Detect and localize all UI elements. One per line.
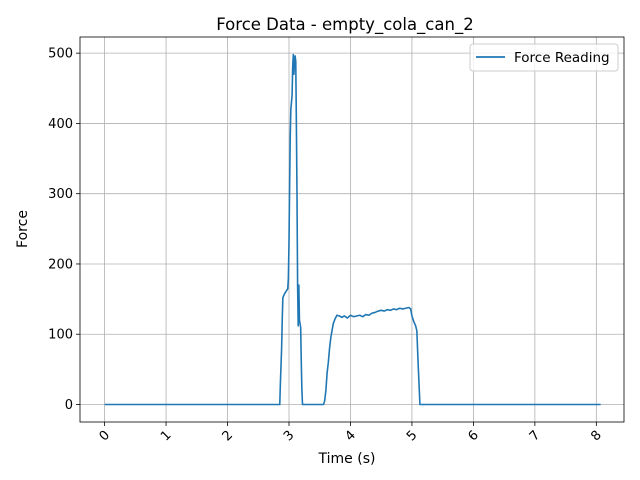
y-tick-label: 400 [48,117,73,132]
y-tick-label: 200 [48,257,73,272]
grid-lines [80,37,624,422]
series-layer [104,53,601,406]
force-reading-line [104,53,601,406]
y-tick-label: 0 [65,398,73,413]
chart-title: Force Data - empty_cola_can_2 [216,15,473,35]
y-axis-ticks: 0 100 200 300 400 500 [48,47,80,413]
legend-box [469,43,619,72]
y-axis-label: Force [15,210,31,248]
legend-label: Force Reading [514,50,610,66]
y-tick-label: 300 [48,187,73,202]
legend: Force Reading [469,43,619,72]
x-axis-label: Time (s) [318,451,376,467]
y-tick-label: 500 [48,47,73,62]
y-tick-label: 100 [48,328,73,343]
plot-area-frame [79,36,625,423]
